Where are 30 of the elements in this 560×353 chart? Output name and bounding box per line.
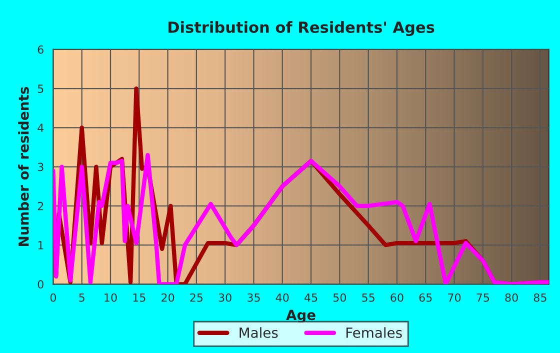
x-tick-label: 50 xyxy=(333,293,346,302)
x-tick-label: 15 xyxy=(133,294,146,302)
y-tick-label: 2 xyxy=(38,202,44,210)
chart-title: Distribution of Residents' Ages xyxy=(168,21,434,36)
x-axis-title: Age xyxy=(286,310,316,323)
x-tick-label: 0 xyxy=(50,293,56,302)
x-tick-label: 35 xyxy=(248,293,260,302)
x-tick-label: 30 xyxy=(218,293,232,302)
x-tick-label: 60 xyxy=(390,293,404,302)
x-tick-label: 40 xyxy=(276,293,289,302)
x-tick-label: 10 xyxy=(104,293,117,302)
y-tick-label: 0 xyxy=(38,280,44,289)
x-tick-label: 25 xyxy=(190,293,203,302)
legend-label: Females xyxy=(346,327,402,338)
x-tick-label: 75 xyxy=(476,294,490,302)
x-tick-label: 45 xyxy=(304,294,318,302)
x-tick-label: 5 xyxy=(79,294,84,302)
y-tick-label: 3 xyxy=(38,162,44,172)
y-tick-label: 4 xyxy=(38,124,44,132)
x-tick-label: 85 xyxy=(534,293,546,302)
y-tick-label: 5 xyxy=(38,84,44,93)
y-axis-title: Number of residents xyxy=(18,87,29,246)
x-tick-label: 70 xyxy=(448,293,461,302)
x-tick-label: 20 xyxy=(162,293,174,302)
x-tick-label: 55 xyxy=(362,294,374,302)
y-tick-label: 1 xyxy=(38,241,44,250)
legend-label: Males xyxy=(240,327,278,338)
x-tick-label: 80 xyxy=(505,293,518,302)
x-tick-label: 65 xyxy=(419,293,432,302)
y-tick-label: 6 xyxy=(38,45,44,54)
